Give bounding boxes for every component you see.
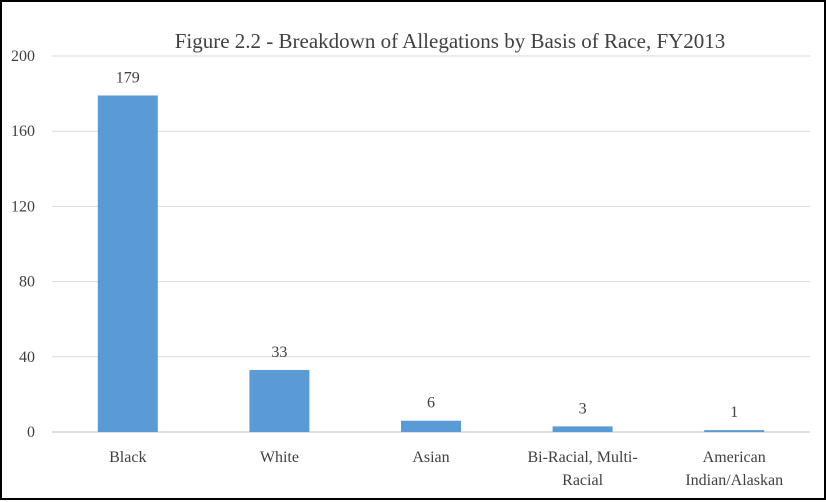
- chart-title: Figure 2.2 - Breakdown of Allegations by…: [175, 29, 726, 53]
- data-label: 33: [271, 344, 287, 361]
- x-category-label: Black: [109, 449, 146, 466]
- data-label: 179: [116, 69, 140, 86]
- x-category-label: White: [260, 449, 299, 466]
- bars: [97, 95, 765, 432]
- bar: [401, 420, 461, 432]
- x-axis-categories: Black White Asian Bi-Racial, Multi-Racial Am…: [109, 449, 783, 489]
- y-tick-label: 80: [19, 274, 35, 291]
- y-tick-label: 120: [11, 198, 35, 215]
- x-category-label: Bi-Racial, Multi-Racial: [527, 449, 637, 489]
- gridlines: [52, 55, 810, 433]
- bar: [249, 369, 310, 432]
- y-tick-label: 200: [11, 48, 35, 65]
- x-category-label: Asian: [412, 449, 449, 466]
- data-label: 6: [427, 395, 435, 412]
- bar: [97, 95, 158, 432]
- bar: [552, 426, 613, 432]
- x-category-label: American Indian/Alaskan: [685, 449, 783, 489]
- data-label: 3: [579, 400, 587, 417]
- bar: [704, 430, 765, 432]
- data-label: 1: [730, 404, 738, 421]
- y-axis-ticks: 0 40 80 120 160 200: [11, 48, 35, 441]
- y-tick-label: 160: [11, 123, 35, 140]
- y-tick-label: 0: [27, 424, 35, 441]
- y-tick-label: 40: [19, 349, 35, 366]
- data-labels: 179 33 6 3 1: [116, 69, 738, 421]
